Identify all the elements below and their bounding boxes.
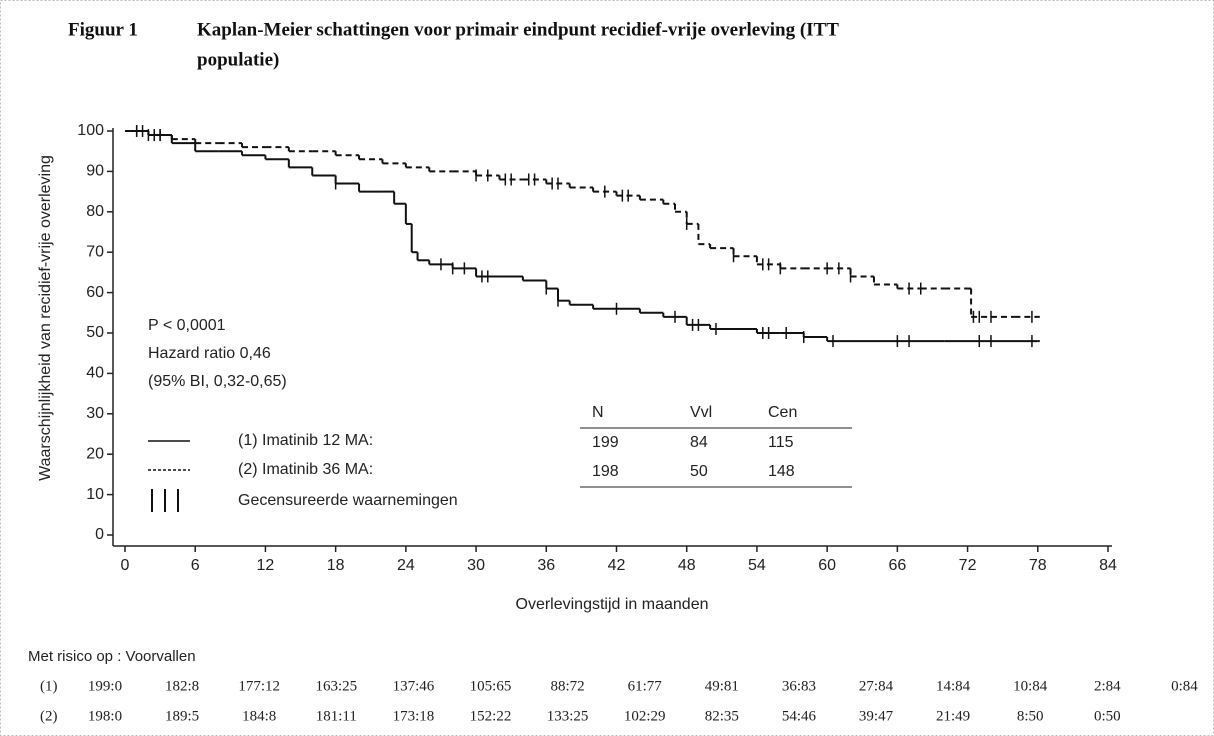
x-tick-label: 6 — [191, 557, 200, 574]
x-tick-label: 72 — [959, 557, 977, 574]
risk-cell: 199:0 — [88, 678, 122, 694]
annotation: (95% BI, 0,32-0,65) — [148, 373, 287, 390]
x-tick-label: 24 — [397, 557, 415, 574]
risk-cell: 137:46 — [393, 678, 435, 694]
risk-cell: 105:65 — [470, 678, 512, 694]
annotation: Hazard ratio 0,46 — [148, 345, 271, 362]
x-tick-label: 18 — [327, 557, 345, 574]
risk-table-title: Met risico op : Voorvallen — [28, 648, 196, 665]
table-cell: 84 — [690, 434, 708, 451]
risk-cell: 88:72 — [551, 678, 585, 694]
legend-censor-symbol — [151, 489, 179, 512]
x-axis-label: Overlevingstijd in maanden — [516, 596, 709, 613]
y-tick-label: 30 — [86, 405, 104, 422]
y-axis-label: Waarschijnlijkheid van recidief-vrije ov… — [37, 155, 54, 481]
y-tick-label: 100 — [77, 122, 104, 139]
risk-cell: 177:12 — [238, 678, 280, 694]
table-cell: 115 — [768, 434, 794, 451]
y-tick-label: 20 — [86, 445, 104, 462]
annotation: P < 0,0001 — [148, 317, 226, 334]
risk-cell: 14:84 — [936, 678, 971, 694]
y-tick-label: 90 — [86, 163, 104, 180]
table-header: Vvl — [690, 404, 712, 421]
y-tick-label: 80 — [86, 203, 104, 220]
y-tick-label: 40 — [86, 365, 104, 382]
x-tick-label: 42 — [608, 557, 626, 574]
y-tick-label: 60 — [86, 284, 104, 301]
x-tick-label: 36 — [537, 557, 555, 574]
y-tick-label: 70 — [86, 243, 104, 260]
risk-cell: 49:81 — [705, 678, 739, 694]
risk-cell: 184:8 — [242, 708, 276, 724]
y-tick-label: 10 — [86, 486, 104, 503]
x-tick-label: 78 — [1029, 557, 1047, 574]
x-tick-label: 60 — [818, 557, 836, 574]
x-tick-label: 12 — [257, 557, 275, 574]
risk-cell: 182:8 — [165, 678, 199, 694]
chart-title-line2: populatie) — [197, 49, 279, 70]
risk-cell: 82:35 — [705, 708, 739, 724]
risk-cell: 133:25 — [547, 708, 589, 724]
table-cell: 148 — [768, 463, 795, 480]
legend-label: (1) Imatinib 12 MA: — [238, 432, 373, 449]
table-cell: 50 — [690, 463, 708, 480]
figure-label: Figuur 1 — [68, 19, 138, 40]
table-cell: 199 — [592, 434, 619, 451]
y-tick-label: 50 — [86, 324, 104, 341]
risk-cell: 61:77 — [628, 678, 663, 694]
x-tick-label: 54 — [748, 557, 766, 574]
risk-cell: 181:11 — [316, 708, 357, 724]
risk-cell: 163:25 — [315, 678, 357, 694]
risk-cell: 0:84 — [1171, 678, 1198, 694]
risk-cell: 21:49 — [936, 708, 970, 724]
y-tick-label: 0 — [95, 526, 104, 543]
risk-cell: 198:0 — [88, 708, 122, 724]
x-tick-label: 84 — [1099, 557, 1117, 574]
risk-cell: 8:50 — [1017, 708, 1044, 724]
risk-row-label: (1) — [40, 678, 58, 694]
risk-cell: 36:83 — [782, 678, 816, 694]
risk-cell: 0:50 — [1094, 708, 1121, 724]
risk-cell: 10:84 — [1013, 678, 1048, 694]
x-tick-label: 66 — [888, 557, 906, 574]
risk-cell: 54:46 — [782, 708, 817, 724]
chart-title: Kaplan-Meier schattingen voor primair ei… — [197, 19, 839, 40]
risk-row-label: (2) — [40, 708, 58, 724]
risk-cell: 102:29 — [624, 708, 666, 724]
table-header: N — [592, 404, 604, 421]
risk-cell: 173:18 — [393, 708, 435, 724]
x-tick-label: 48 — [678, 557, 696, 574]
risk-cell: 39:47 — [859, 708, 894, 724]
risk-cell: 152:22 — [470, 708, 512, 724]
table-cell: 198 — [592, 463, 619, 480]
risk-cell: 189:5 — [165, 708, 199, 724]
legend-label: Gecensureerde waarnemingen — [238, 492, 458, 509]
x-tick-label: 0 — [121, 557, 130, 574]
table-header: Cen — [768, 404, 797, 421]
risk-cell: 27:84 — [859, 678, 894, 694]
risk-cell: 2:84 — [1094, 678, 1121, 694]
x-tick-label: 30 — [467, 557, 485, 574]
legend-label: (2) Imatinib 36 MA: — [238, 461, 373, 478]
